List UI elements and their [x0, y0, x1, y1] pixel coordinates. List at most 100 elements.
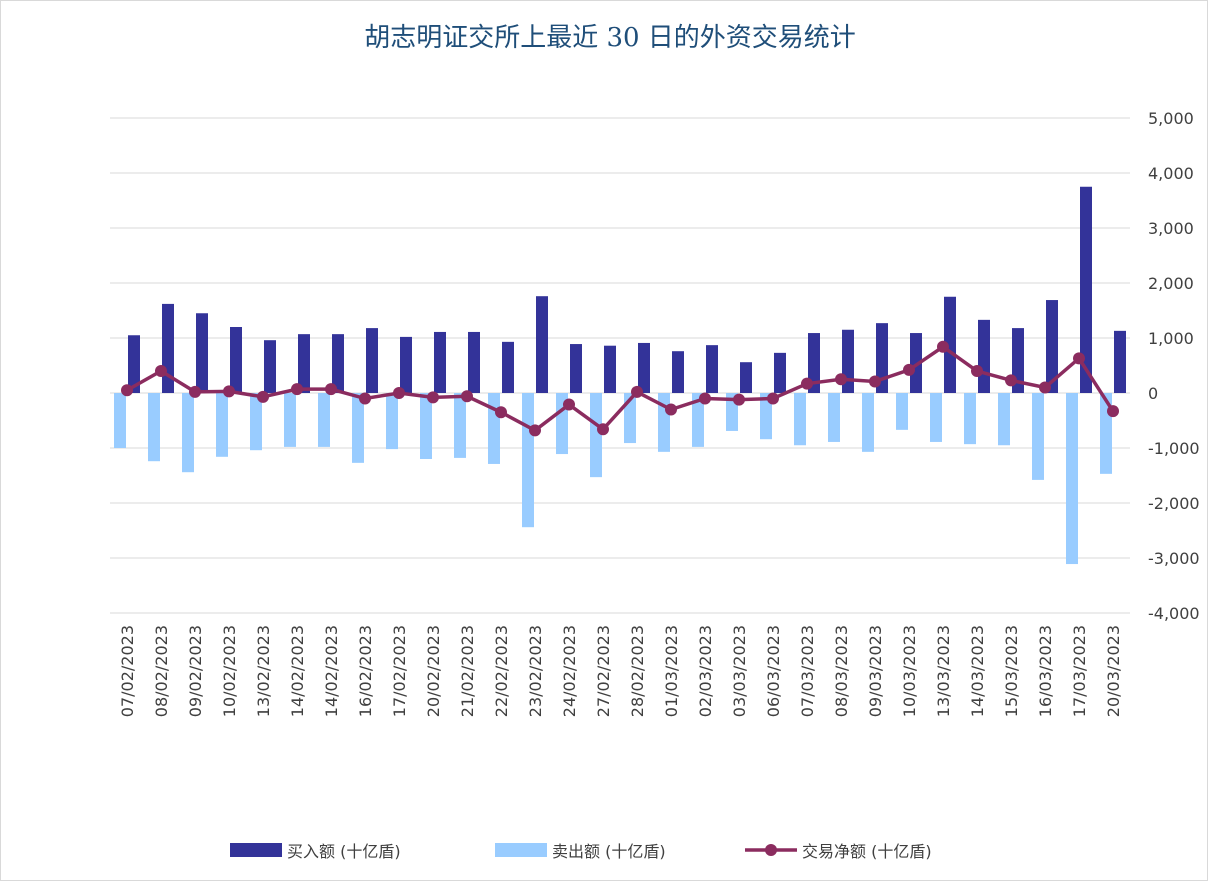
- line-marker: [529, 424, 541, 437]
- bar: [230, 327, 242, 393]
- bar: [522, 393, 534, 528]
- line-marker: [1107, 405, 1119, 418]
- x-tick-label: 01/03/2023: [662, 625, 681, 717]
- x-tick-label: 20/03/2023: [1104, 625, 1123, 717]
- x-tick-label: 09/03/2023: [866, 625, 885, 717]
- y-tick-label: 3,000: [1148, 219, 1194, 238]
- line-marker: [835, 373, 847, 386]
- line-marker: [393, 387, 405, 399]
- bar: [944, 296, 956, 393]
- bar: [114, 393, 126, 448]
- x-tick-label: 14/03/2023: [968, 625, 987, 717]
- bar: [638, 342, 650, 393]
- legend-label: 交易净额 (十亿盾): [802, 842, 932, 861]
- line-marker: [767, 392, 779, 405]
- line-marker: [1073, 352, 1085, 365]
- bar: [706, 345, 718, 393]
- bar: [434, 331, 446, 393]
- bar: [420, 393, 432, 459]
- x-tick-label: 10/02/2023: [220, 625, 239, 717]
- x-tick-label: 08/02/2023: [152, 625, 171, 717]
- line-marker: [937, 340, 949, 353]
- bar: [760, 393, 772, 440]
- bar: [264, 340, 276, 393]
- y-tick-label: 0: [1148, 384, 1158, 403]
- bar: [332, 334, 344, 393]
- y-tick-label: -4,000: [1148, 604, 1200, 623]
- bar: [216, 393, 228, 457]
- line-marker: [665, 403, 677, 416]
- y-tick-label: 1,000: [1148, 329, 1194, 348]
- x-tick-label: 24/02/2023: [560, 625, 579, 717]
- bar: [128, 335, 140, 393]
- line-marker: [223, 385, 235, 398]
- bar: [454, 393, 466, 458]
- bar: [896, 393, 908, 430]
- bar: [1114, 330, 1126, 393]
- bar: [502, 341, 514, 393]
- line-marker: [155, 365, 167, 377]
- bar: [910, 333, 922, 393]
- x-tick-label: 14/02/2023: [288, 625, 307, 717]
- x-tick-label: 15/03/2023: [1002, 625, 1021, 717]
- bar: [1046, 300, 1058, 393]
- x-tick-label: 22/02/2023: [492, 625, 511, 717]
- line-marker: [121, 384, 133, 397]
- line-marker: [869, 375, 881, 388]
- x-tick-label: 17/03/2023: [1070, 625, 1089, 717]
- bar: [284, 393, 296, 447]
- line-marker: [325, 383, 337, 396]
- legend-label: 卖出额 (十亿盾): [552, 842, 666, 861]
- bar: [964, 393, 976, 445]
- line-marker: [971, 365, 983, 377]
- bar: [1066, 393, 1078, 565]
- bar: [400, 336, 412, 393]
- line-marker: [291, 383, 303, 396]
- x-tick-label: 10/03/2023: [900, 625, 919, 717]
- line-marker: [801, 377, 813, 390]
- line-marker: [1005, 374, 1017, 387]
- x-tick-label: 27/02/2023: [594, 625, 613, 717]
- x-tick-label: 03/03/2023: [730, 625, 749, 717]
- y-tick-label: 5,000: [1148, 109, 1194, 128]
- x-tick-label: 28/02/2023: [628, 625, 647, 717]
- bar: [488, 393, 500, 464]
- x-tick-label: 07/03/2023: [798, 625, 817, 717]
- bar: [468, 331, 480, 393]
- line-marker: [1039, 381, 1051, 394]
- x-tick-label: 02/03/2023: [696, 625, 715, 717]
- bar: [794, 393, 806, 446]
- legend-label: 买入额 (十亿盾): [287, 842, 401, 861]
- line-marker: [359, 392, 371, 405]
- x-tick-label: 16/02/2023: [356, 625, 375, 717]
- x-tick-label: 13/02/2023: [254, 625, 273, 717]
- bar: [740, 362, 752, 393]
- bar: [536, 296, 548, 393]
- x-tick-label: 06/03/2023: [764, 625, 783, 717]
- bar: [1032, 393, 1044, 480]
- bar: [998, 393, 1010, 446]
- x-tick-label: 14/02/2023: [322, 625, 341, 717]
- x-tick-label: 13/03/2023: [934, 625, 953, 717]
- y-tick-label: 4,000: [1148, 164, 1194, 183]
- y-tick-label: 2,000: [1148, 274, 1194, 293]
- legend-swatch: [495, 843, 547, 857]
- bar: [876, 323, 888, 393]
- x-tick-label: 08/03/2023: [832, 625, 851, 717]
- bar: [318, 393, 330, 447]
- line-marker: [733, 393, 745, 406]
- bar: [1080, 186, 1092, 393]
- y-tick-label: -1,000: [1148, 439, 1200, 458]
- bar: [570, 344, 582, 393]
- line-marker: [461, 390, 473, 403]
- bar: [828, 393, 840, 442]
- bar: [366, 328, 378, 393]
- x-tick-label: 20/02/2023: [424, 625, 443, 717]
- y-tick-label: -2,000: [1148, 494, 1200, 513]
- line-marker: [427, 391, 439, 404]
- x-tick-label: 17/02/2023: [390, 625, 409, 717]
- line-marker: [257, 390, 269, 403]
- y-tick-label: -3,000: [1148, 549, 1200, 568]
- bar: [604, 345, 616, 393]
